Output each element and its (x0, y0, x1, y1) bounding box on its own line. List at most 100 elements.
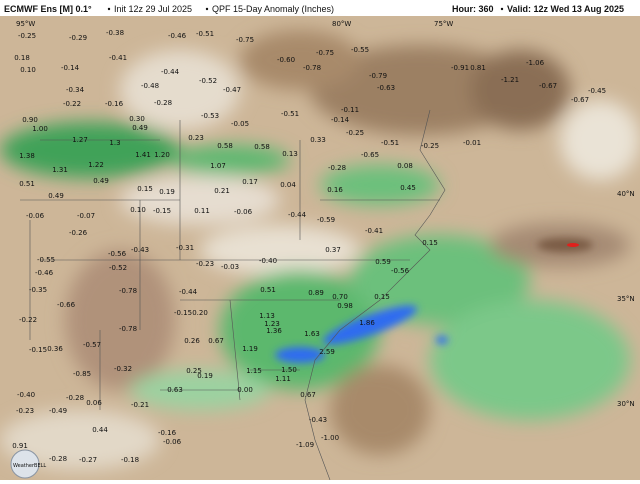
point-value: -0.28 (328, 164, 346, 172)
point-value: -0.15 (174, 309, 192, 317)
point-value: 0.15 (137, 185, 153, 193)
point-value: -0.85 (73, 370, 91, 378)
init-time: Init 12z 29 Jul 2025 (114, 4, 192, 14)
point-value: -0.55 (37, 256, 55, 264)
point-value: -0.01 (463, 139, 481, 147)
lat-label: 35°N (617, 295, 635, 303)
point-value: 0.36 (47, 345, 63, 353)
point-value: -0.79 (369, 72, 387, 80)
point-value: -0.78 (119, 287, 137, 295)
point-value: 1.27 (72, 136, 88, 144)
point-value: -0.29 (69, 34, 87, 42)
point-value: -0.25 (346, 129, 364, 137)
point-value: -0.65 (361, 151, 379, 159)
point-value: 0.59 (375, 258, 391, 266)
lon-label: 80°W (332, 20, 351, 28)
point-value: 0.37 (325, 246, 341, 254)
point-value: -0.14 (61, 64, 80, 72)
point-value: 0.08 (397, 162, 413, 170)
point-value: -0.56 (391, 267, 410, 275)
point-value: 0.81 (470, 64, 486, 72)
point-value: -0.16 (105, 100, 124, 108)
point-value: -0.25 (18, 32, 36, 40)
point-value: -0.15 (29, 346, 47, 354)
point-value: -1.06 (526, 59, 545, 67)
product: QPF 15-Day Anomaly (Inches) (212, 4, 334, 14)
point-value: -0.46 (168, 32, 187, 40)
point-value: -0.67 (571, 96, 589, 104)
point-value: 1.36 (266, 327, 282, 335)
point-value: 0.11 (194, 207, 210, 215)
point-value: 0.58 (254, 143, 270, 151)
point-value: -0.40 (17, 391, 35, 399)
point-value: 0.23 (188, 134, 204, 142)
point-value: 0.19 (197, 372, 213, 380)
point-value: 0.04 (280, 181, 296, 189)
point-value: 0.70 (332, 293, 348, 301)
point-value: 0.13 (282, 150, 298, 158)
point-value: -0.25 (421, 142, 439, 150)
point-value: 0.51 (19, 180, 35, 188)
point-value: -0.18 (121, 456, 139, 464)
boundaries (20, 109, 446, 481)
point-value: -0.38 (106, 29, 124, 37)
point-value: -0.07 (77, 212, 95, 220)
point-value: 0.51 (260, 286, 276, 294)
point-value: 0.20 (192, 309, 208, 317)
point-value: -0.52 (199, 77, 217, 85)
point-value: -0.41 (365, 227, 383, 235)
point-value: -0.15 (153, 207, 171, 215)
point-value: 1.23 (264, 320, 280, 328)
point-value: 0.90 (22, 116, 38, 124)
point-value: 0.67 (300, 391, 316, 399)
point-value: -0.51 (196, 30, 214, 38)
point-value: 0.15 (374, 293, 390, 301)
separator (107, 7, 111, 11)
point-value: -0.44 (161, 68, 180, 76)
separator (205, 7, 209, 11)
point-value: -0.57 (83, 341, 101, 349)
point-value: 1.19 (242, 345, 258, 353)
point-value: -0.75 (236, 36, 254, 44)
point-value: -0.11 (341, 106, 359, 114)
point-value: -0.44 (179, 288, 198, 296)
point-value: 0.21 (214, 187, 230, 195)
point-value: 0.15 (422, 239, 438, 247)
lon-label: 75°W (434, 20, 453, 28)
forecast-hour: Hour: 360 (452, 4, 494, 14)
point-value: -0.22 (19, 316, 37, 324)
point-value: -0.06 (163, 438, 182, 446)
logo-badge (10, 449, 40, 479)
point-value: -0.41 (109, 54, 127, 62)
point-value: 1.31 (52, 166, 68, 174)
lat-label: 30°N (617, 400, 635, 408)
point-value: -0.27 (79, 456, 97, 464)
point-value: -0.67 (539, 82, 557, 90)
point-value: 0.06 (86, 399, 102, 407)
valid-time: Valid: 12z Wed 13 Aug 2025 (507, 4, 624, 14)
point-value: 0.63 (167, 386, 183, 394)
point-value: -0.21 (131, 401, 149, 409)
point-value: -0.14 (331, 116, 350, 124)
point-value: 0.98 (337, 302, 353, 310)
point-value: -0.49 (49, 407, 67, 415)
point-value: -0.03 (221, 263, 239, 271)
point-value: -0.46 (35, 269, 54, 277)
point-value: 1.3 (109, 139, 120, 147)
point-value: -0.23 (16, 407, 34, 415)
point-value: 0.17 (242, 178, 258, 186)
point-value: 1.00 (32, 125, 48, 133)
point-value: -0.52 (109, 264, 127, 272)
point-value: -0.53 (201, 112, 219, 120)
point-value: 0.67 (208, 337, 224, 345)
point-value: -0.56 (108, 250, 127, 258)
point-value: -1.09 (296, 441, 314, 449)
point-value: -0.55 (351, 46, 369, 54)
point-value: -0.44 (288, 211, 307, 219)
lon-label: 95°W (16, 20, 35, 28)
point-value: -0.05 (231, 120, 249, 128)
point-value: 1.50 (281, 366, 297, 374)
point-value: 0.58 (217, 142, 233, 150)
